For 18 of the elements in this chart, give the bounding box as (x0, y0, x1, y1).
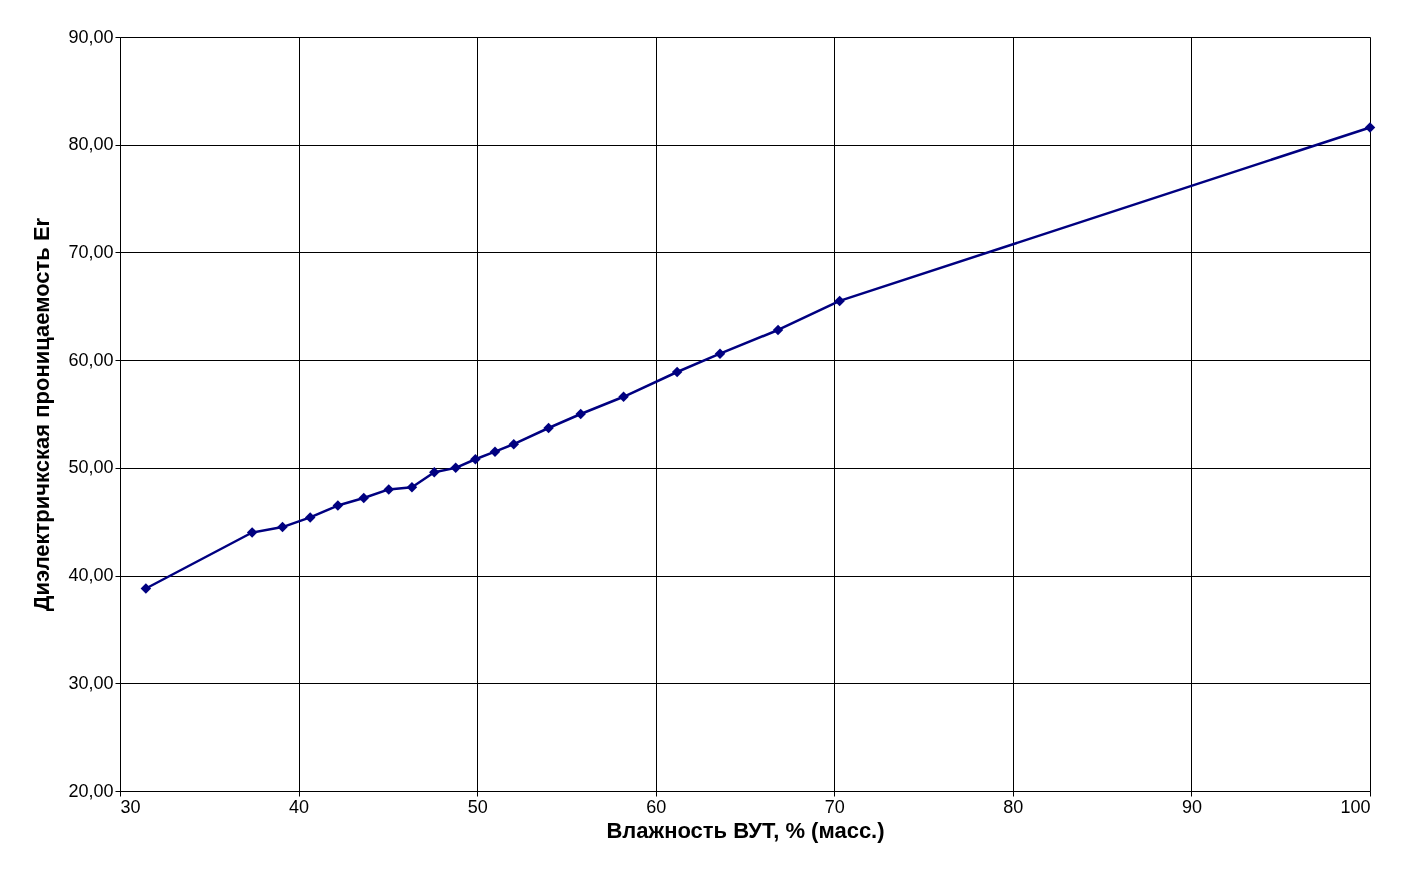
x-tick-label: 70 (824, 796, 845, 817)
x-tick-label: 80 (1003, 796, 1024, 817)
y-tick-label: 30,00 (68, 672, 114, 693)
y-tick-label: 90,00 (68, 26, 114, 47)
y-tick-label: 70,00 (68, 241, 114, 262)
x-tick-label: 40 (289, 796, 310, 817)
x-tick-label: 30 (120, 796, 141, 817)
y-tick-label: 80,00 (68, 134, 114, 155)
y-tick-label: 50,00 (68, 457, 114, 478)
x-axis-title: Влажность ВУТ, % (масс.) (606, 817, 885, 843)
x-tick-label: 100 (1340, 796, 1371, 817)
y-tick-label: 40,00 (68, 565, 114, 586)
y-axis-title: Диэлектричкская проницаемость Er (29, 217, 55, 612)
y-tick-label: 60,00 (68, 349, 114, 370)
x-tick-label: 90 (1181, 796, 1202, 817)
x-tick-label: 60 (646, 796, 667, 817)
y-tick-label: 20,00 (68, 780, 114, 801)
x-tick-label: 50 (467, 796, 488, 817)
